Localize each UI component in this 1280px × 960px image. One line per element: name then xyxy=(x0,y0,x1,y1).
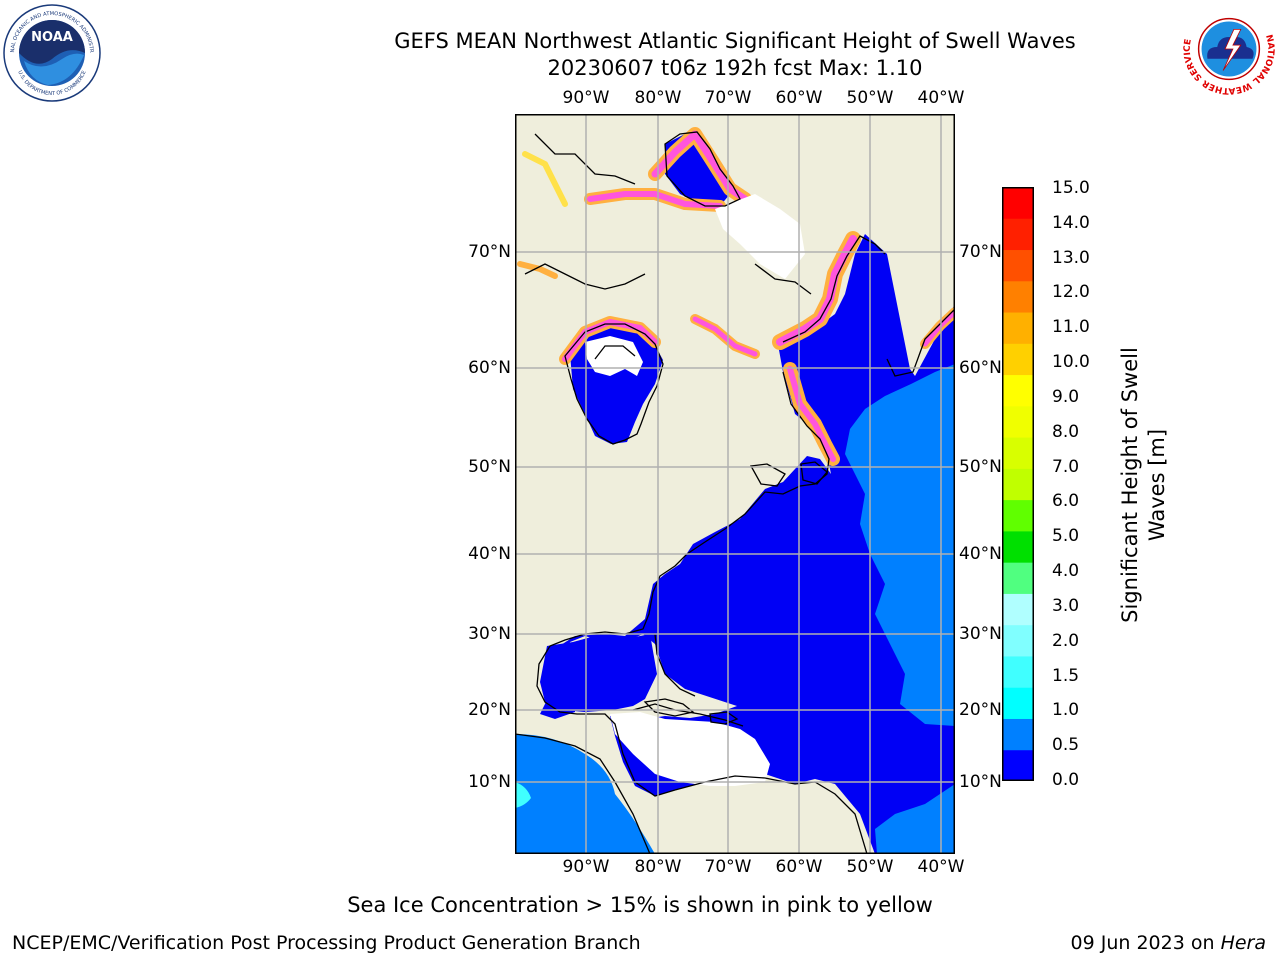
lat-label-left: 50°N xyxy=(468,457,511,477)
colorbar-tick-label: 10.0 xyxy=(1052,352,1090,373)
colorbar-tick-label: 13.0 xyxy=(1052,247,1090,268)
lat-label-left: 70°N xyxy=(468,242,511,262)
hudson-bay-masked xyxy=(585,336,643,376)
nws-logo: NATIONAL WEATHER SERVICE xyxy=(1180,1,1278,98)
colorbar-tick-label: 6.0 xyxy=(1052,491,1080,512)
colorbar-segment xyxy=(1002,530,1034,563)
gridlines xyxy=(515,114,955,854)
southern-swell-band xyxy=(875,784,955,854)
lat-label-right: 50°N xyxy=(959,457,1002,477)
lat-label-right: 10°N xyxy=(959,772,1002,792)
colorbar-segment xyxy=(1002,312,1034,344)
colorbar-tick-label: 15.0 xyxy=(1052,178,1090,198)
footer-organization: NCEP/EMC/Verification Post Processing Pr… xyxy=(12,932,641,954)
colorbar-segment xyxy=(1002,280,1034,313)
colorbar-segment xyxy=(1002,218,1034,251)
colorbar-tick-label: 11.0 xyxy=(1052,317,1090,338)
colorbar-segment xyxy=(1002,687,1034,719)
arctic-archipelago-masked xyxy=(715,194,805,279)
colorbar-tick-label: 9.0 xyxy=(1052,386,1080,407)
colorbar-segment xyxy=(1002,187,1034,219)
footer-date: 09 Jun 2023 on Hera xyxy=(1071,932,1266,954)
pacific-swell-patch xyxy=(515,782,531,808)
colorbar-label-line1: Significant Height of Swell xyxy=(1118,347,1142,623)
lon-label-top: 60°W xyxy=(775,88,823,108)
lat-label-left: 30°N xyxy=(468,624,511,644)
lat-label-right: 20°N xyxy=(959,700,1002,720)
colorbar-segment xyxy=(1002,468,1034,501)
colorbar-segment xyxy=(1002,749,1034,781)
chart-subtitle: 20230607 t06z 192h fcst Max: 1.10 xyxy=(547,56,923,80)
lon-label-bottom: 60°W xyxy=(775,857,823,877)
colorbar-segment xyxy=(1002,624,1034,657)
map-frame xyxy=(515,114,955,854)
caribbean-masked xyxy=(610,712,770,786)
colorbar-segment xyxy=(1002,405,1034,438)
lat-label-left: 20°N xyxy=(468,700,511,720)
footer-date-text: 09 Jun 2023 on xyxy=(1070,932,1221,954)
chart-title: GEFS MEAN Northwest Atlantic Significant… xyxy=(394,29,1076,53)
colorbar-tick-label: 0.0 xyxy=(1052,770,1080,790)
colorbar-tick-label: 0.5 xyxy=(1052,735,1080,756)
colorbar-segment xyxy=(1002,499,1034,532)
lon-label-top: 70°W xyxy=(704,88,752,108)
offshore-swell-band xyxy=(845,364,955,726)
colorbar-tick-label: 14.0 xyxy=(1052,212,1090,233)
lon-label-bottom: 50°W xyxy=(846,857,894,877)
colorbar-tick-label: 8.0 xyxy=(1052,421,1080,442)
colorbar-segment xyxy=(1002,562,1034,594)
colorbar-segment xyxy=(1002,593,1034,626)
colorbar-tick-label: 4.0 xyxy=(1052,561,1080,582)
pacific-ocean xyxy=(515,734,655,854)
lat-label-right: 30°N xyxy=(959,624,1002,644)
colorbar-tick-label: 1.5 xyxy=(1052,665,1080,686)
colorbar xyxy=(1002,187,1034,781)
sea-ice-note: Sea Ice Concentration > 15% is shown in … xyxy=(347,893,933,917)
colorbar-tick-label: 7.0 xyxy=(1052,456,1080,477)
lon-label-bottom: 80°W xyxy=(634,857,682,877)
colorbar-segment xyxy=(1002,374,1034,407)
colorbar-segment xyxy=(1002,718,1034,751)
map-panel xyxy=(515,114,955,854)
lat-label-left: 60°N xyxy=(468,358,511,378)
lon-label-top: 80°W xyxy=(634,88,682,108)
noaa-logo: NOAA NATIONAL OCEANIC AND ATMOSPHERIC AD… xyxy=(2,3,101,102)
lon-label-top: 40°W xyxy=(917,88,965,108)
noaa-logo-text: NOAA xyxy=(31,30,73,45)
footer-machine: Hera xyxy=(1220,932,1266,954)
colorbar-tick-label: 2.0 xyxy=(1052,630,1080,651)
lat-label-right: 60°N xyxy=(959,358,1002,378)
colorbar-label-line2: Waves [m] xyxy=(1145,428,1169,542)
lat-label-right: 70°N xyxy=(959,242,1002,262)
lon-label-top: 90°W xyxy=(562,88,610,108)
lat-label-right: 40°N xyxy=(959,544,1002,564)
lon-label-bottom: 70°W xyxy=(704,857,752,877)
colorbar-tick-label: 12.0 xyxy=(1052,282,1090,303)
colorbar-segment xyxy=(1002,655,1034,688)
lat-label-left: 40°N xyxy=(468,544,511,564)
colorbar-segment xyxy=(1002,343,1034,376)
lon-label-bottom: 40°W xyxy=(917,857,965,877)
colorbar-tick-label: 5.0 xyxy=(1052,526,1080,547)
colorbar-segment xyxy=(1002,437,1034,469)
gulf-of-mexico xyxy=(540,634,657,712)
colorbar-tick-label: 3.0 xyxy=(1052,595,1080,616)
lon-label-bottom: 90°W xyxy=(562,857,610,877)
coastlines xyxy=(515,131,955,854)
lat-label-left: 10°N xyxy=(468,772,511,792)
colorbar-segment xyxy=(1002,249,1034,282)
colorbar-tick-label: 1.0 xyxy=(1052,700,1080,721)
lon-label-top: 50°W xyxy=(846,88,894,108)
atlantic-ocean xyxy=(540,234,955,854)
